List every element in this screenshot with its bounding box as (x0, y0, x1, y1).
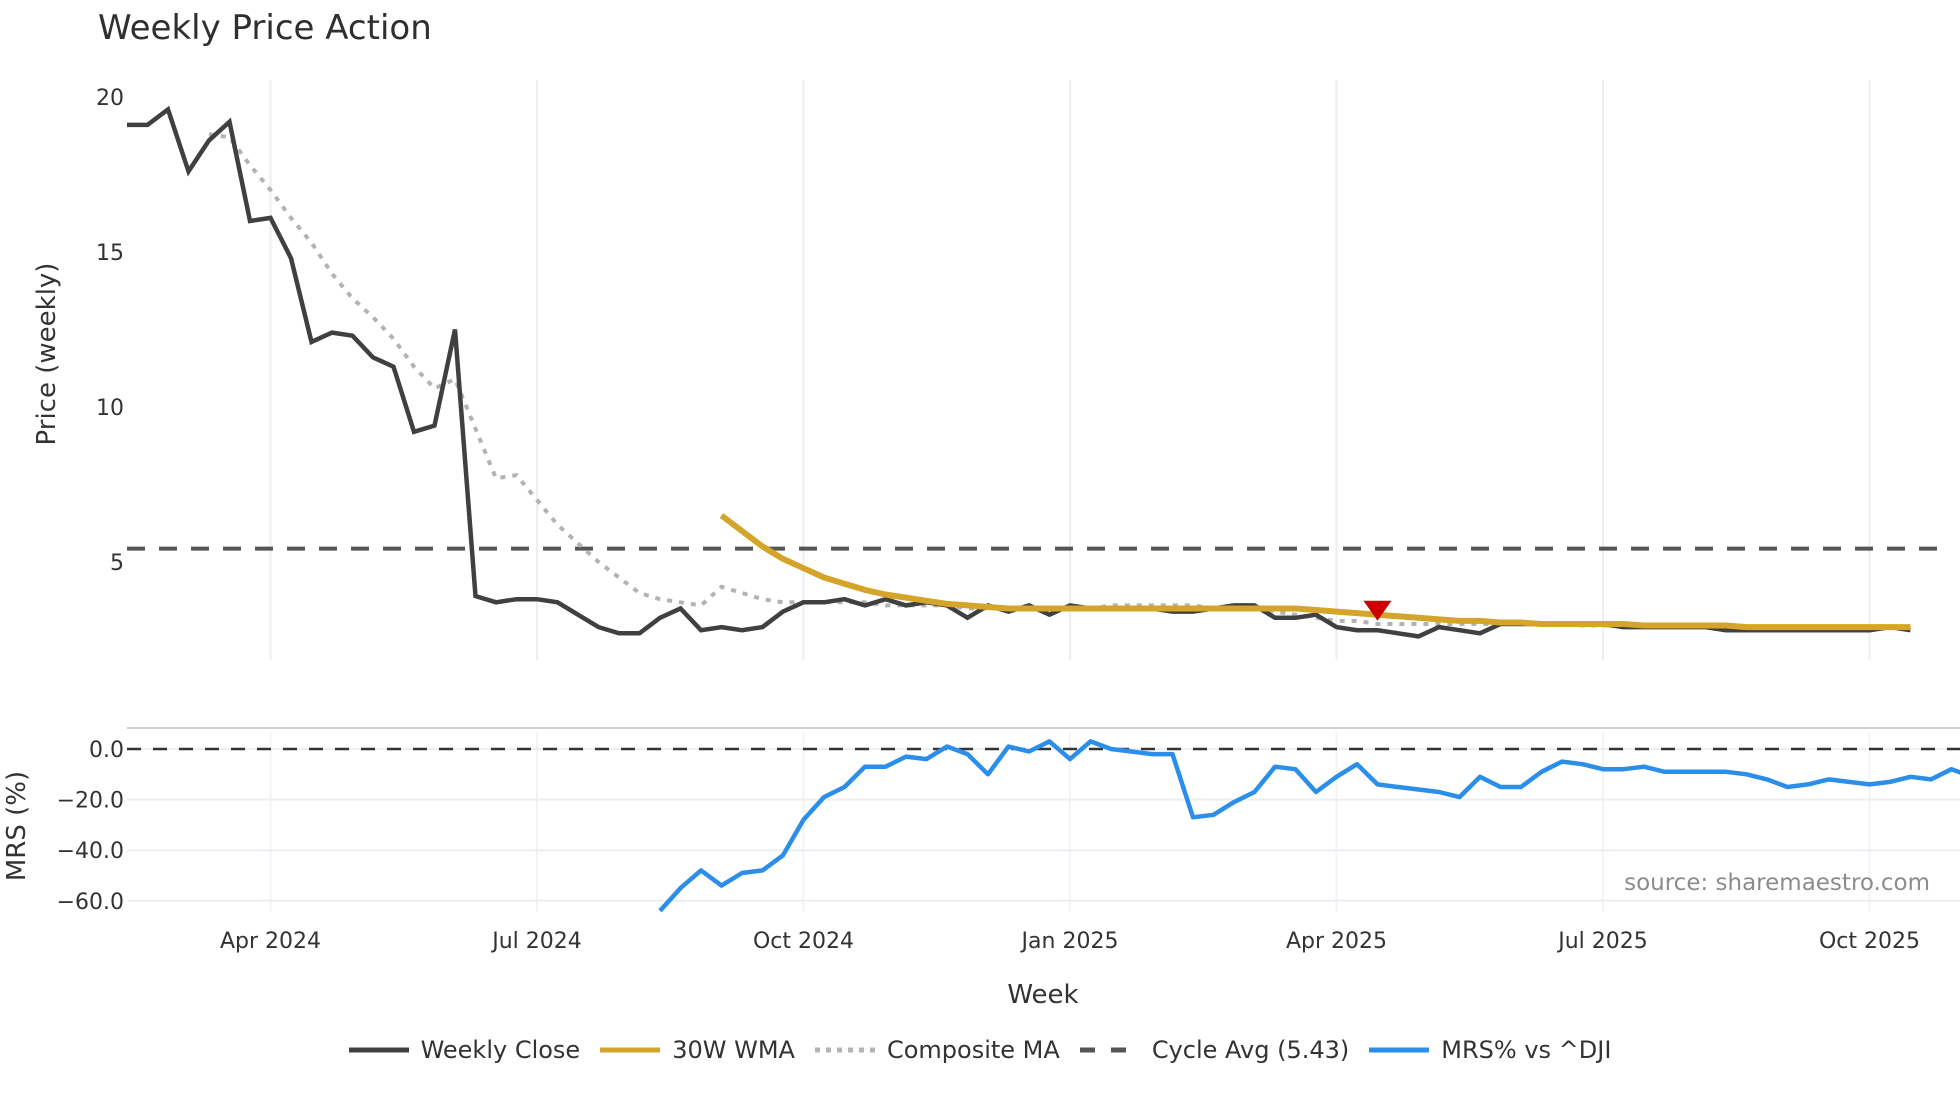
price-vertical-gridlines (269, 80, 1871, 660)
mrs-y-axis-title: MRS (%) (2, 771, 32, 881)
wma-30w-line (719, 513, 1911, 631)
mrs-y-ticks: 0.0 −20.0 −40.0 −60.0 (57, 738, 124, 915)
price-y-ticks: 20 15 10 5 (96, 86, 124, 576)
legend-label: MRS% vs ^DJI (1441, 1036, 1612, 1064)
price-y-tick-label: 10 (96, 396, 124, 421)
x-tick-label: Oct 2024 (753, 929, 854, 954)
mrs-y-tick-label: 0.0 (89, 738, 124, 763)
mrs-y-tick-label: −20.0 (57, 789, 124, 814)
legend-label: Cycle Avg (5.43) (1151, 1036, 1350, 1064)
price-y-tick-label: 15 (96, 241, 124, 266)
price-y-tick-label: 20 (96, 86, 124, 111)
legend: Weekly Close 30W WMA Composite MA Cycle Avg… (0, 1036, 1960, 1064)
legend-label: Weekly Close (420, 1036, 581, 1064)
legend-item[interactable]: 30W WMA (600, 1036, 795, 1064)
x-tick-label: Jan 2025 (1020, 929, 1119, 954)
x-tick-label: Apr 2024 (220, 929, 321, 954)
legend-label: Composite MA (886, 1036, 1060, 1064)
price-y-tick-label: 5 (110, 551, 124, 576)
legend-swatch-icon (1079, 1047, 1140, 1053)
legend-item[interactable]: Cycle Avg (5.43) (1079, 1036, 1350, 1064)
legend-item[interactable]: MRS% vs ^DJI (1369, 1036, 1611, 1064)
chart-title: Weekly Price Action (98, 8, 432, 48)
legend-swatch-icon (600, 1047, 661, 1053)
x-tick-label: Oct 2025 (1819, 929, 1920, 954)
legend-swatch-icon (814, 1047, 875, 1053)
x-ticks: Apr 2024 Jul 2024 Oct 2024 Jan 2025 Apr 2025… (220, 929, 1920, 954)
legend-label: 30W WMA (672, 1036, 795, 1064)
legend-swatch-icon (348, 1047, 409, 1053)
mrs-line (658, 739, 1960, 913)
x-axis-title: Week (1007, 980, 1078, 1010)
x-tick-label: Jul 2025 (1556, 929, 1648, 954)
mrs-y-tick-label: −40.0 (57, 839, 124, 864)
weekly-close-line (127, 105, 1911, 639)
legend-item[interactable]: Composite MA (814, 1036, 1060, 1064)
legend-item[interactable]: Weekly Close (348, 1036, 581, 1064)
x-tick-label: Jul 2024 (490, 929, 582, 954)
legend-swatch-icon (1369, 1047, 1430, 1053)
x-tick-label: Apr 2025 (1286, 929, 1387, 954)
source-label: source: sharemaestro.com (1624, 870, 1930, 896)
sell-signal-marker-icon (1363, 600, 1392, 621)
price-y-axis-title: Price (weekly) (32, 263, 62, 446)
composite-ma-line (208, 132, 1911, 630)
mrs-y-tick-label: −60.0 (57, 890, 124, 915)
